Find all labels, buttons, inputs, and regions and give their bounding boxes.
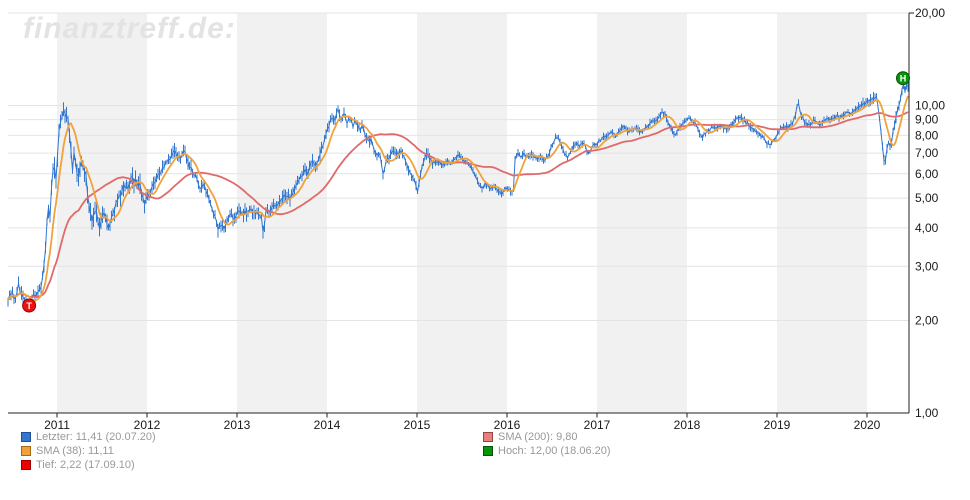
y-tick-label-1: 1,00 [915,406,939,420]
y-tick-label-5: 5,00 [915,191,939,205]
sma38-swatch-icon [21,446,31,456]
year-band-2017 [597,13,687,413]
hoch-marker-label: H [900,74,907,84]
legend-label-letzter: Letzter: 11,41 (20.07.20) [36,431,156,443]
y-tick-label-3: 3,00 [915,259,939,273]
year-band-2019 [777,13,867,413]
x-tick-label-2011: 2011 [44,418,70,432]
x-tick-label-2016: 2016 [494,418,521,432]
legend-label-sma38: SMA (38): 11,11 [36,445,114,457]
legend-item-letzter: Letzter: 11,41 (20.07.20) [21,430,156,444]
sma200-line [7,111,909,301]
x-tick-label-2014: 2014 [314,418,341,432]
y-tick-label-2: 2,00 [915,313,939,327]
legend-right-column: SMA (200): 9,80 Hoch: 12,00 (18.06.20) [483,430,611,458]
x-tick-label-2018: 2018 [674,418,701,432]
legend-item-tief: Tief: 2,22 (17.09.10) [21,458,156,472]
legend-item-hoch: Hoch: 12,00 (18.06.20) [483,444,611,458]
sma200-swatch-icon [483,432,493,442]
legend-label-tief: Tief: 2,22 (17.09.10) [36,459,135,471]
y-tick-label-6: 6,00 [915,167,939,181]
legend-label-sma200: SMA (200): 9,80 [498,431,578,443]
y-tick-label-8: 8,00 [915,128,939,142]
x-tick-label-2015: 2015 [404,418,431,432]
x-tick-label-2013: 2013 [224,418,251,432]
tief-swatch-icon [21,460,31,470]
legend-label-hoch: Hoch: 12,00 (18.06.20) [498,445,611,457]
sma38-line [7,95,909,302]
hoch-swatch-icon [483,446,493,456]
legend-item-sma38: SMA (38): 11,11 [21,444,156,458]
tief-marker-icon [22,298,37,313]
y-tick-label-10: 10,00 [915,99,945,113]
x-tick-label-2019: 2019 [764,418,791,432]
y-tick-label-7: 7,00 [915,146,939,160]
y-tick-label-4: 4,00 [915,221,939,235]
letzter-swatch-icon [21,432,31,442]
year-band-2015 [417,13,507,413]
x-tick-label-2020: 2020 [854,418,881,432]
tief-marker-label: T [26,301,32,311]
y-tick-label-9: 9,00 [915,113,939,127]
x-tick-label-2017: 2017 [584,418,611,432]
legend-left-column: Letzter: 11,41 (20.07.20) SMA (38): 11,1… [21,430,156,472]
hoch-marker-icon [896,71,910,86]
x-tick-label-2012: 2012 [134,418,161,432]
y-tick-label-20: 20,00 [915,6,945,20]
legend-item-sma200: SMA (200): 9,80 [483,430,611,444]
